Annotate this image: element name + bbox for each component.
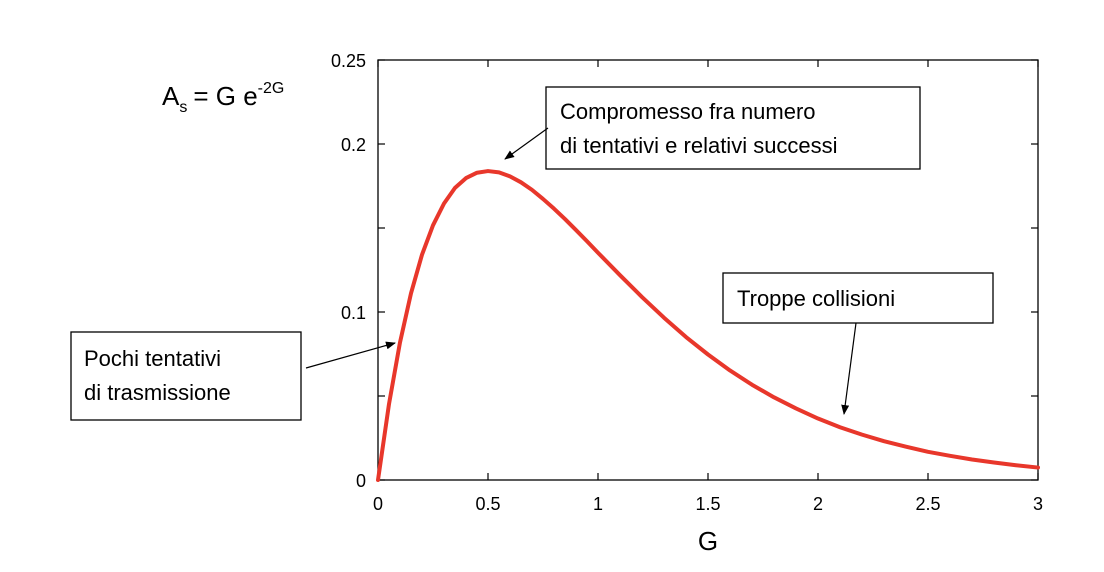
x-tick-label: 3 bbox=[1033, 494, 1043, 514]
annotation-arrow bbox=[305, 341, 396, 369]
y-tick-label: 0.2 bbox=[341, 135, 366, 155]
annotation-text-line: Pochi tentativi bbox=[84, 346, 221, 371]
annotation-arrow bbox=[841, 322, 857, 415]
annotation-pochi-tentativi: Pochi tentativi di trasmissione bbox=[70, 331, 396, 421]
x-tick-label: 0 bbox=[373, 494, 383, 514]
x-tick-label: 2 bbox=[813, 494, 823, 514]
formula-label: As = G e-2G bbox=[162, 80, 284, 116]
annotation-text-line: di trasmissione bbox=[84, 380, 231, 405]
annotation-troppe-collisioni: Troppe collisioni bbox=[722, 272, 994, 415]
annotation-text-line: Compromesso fra numero bbox=[560, 99, 816, 124]
axis-ticks bbox=[377, 59, 1039, 481]
annotation-box bbox=[722, 272, 994, 324]
x-axis-label: G bbox=[698, 526, 718, 556]
x-tick-label: 1.5 bbox=[695, 494, 720, 514]
annotation-box bbox=[545, 86, 921, 170]
x-tick-label: 1 bbox=[593, 494, 603, 514]
x-tick-label: 0.5 bbox=[475, 494, 500, 514]
annotation-arrow bbox=[504, 127, 549, 160]
y-tick-label: 0.1 bbox=[341, 303, 366, 323]
series-line bbox=[376, 169, 1040, 482]
annotation-text-line: di tentativi e relativi successi bbox=[560, 133, 838, 158]
annotation-box bbox=[70, 331, 302, 421]
y-tick-label: 0.25 bbox=[331, 51, 366, 71]
x-tick-label: 2.5 bbox=[915, 494, 940, 514]
y-tick-label: 0 bbox=[356, 471, 366, 491]
annotation-text-line: Troppe collisioni bbox=[737, 286, 895, 311]
annotation-compromesso: Compromesso fra numero di tentativi e re… bbox=[504, 86, 921, 170]
tick-labels: 0 0.5 1 1.5 2 2.5 3 0 0.1 0.2 0.25 bbox=[331, 51, 1043, 514]
